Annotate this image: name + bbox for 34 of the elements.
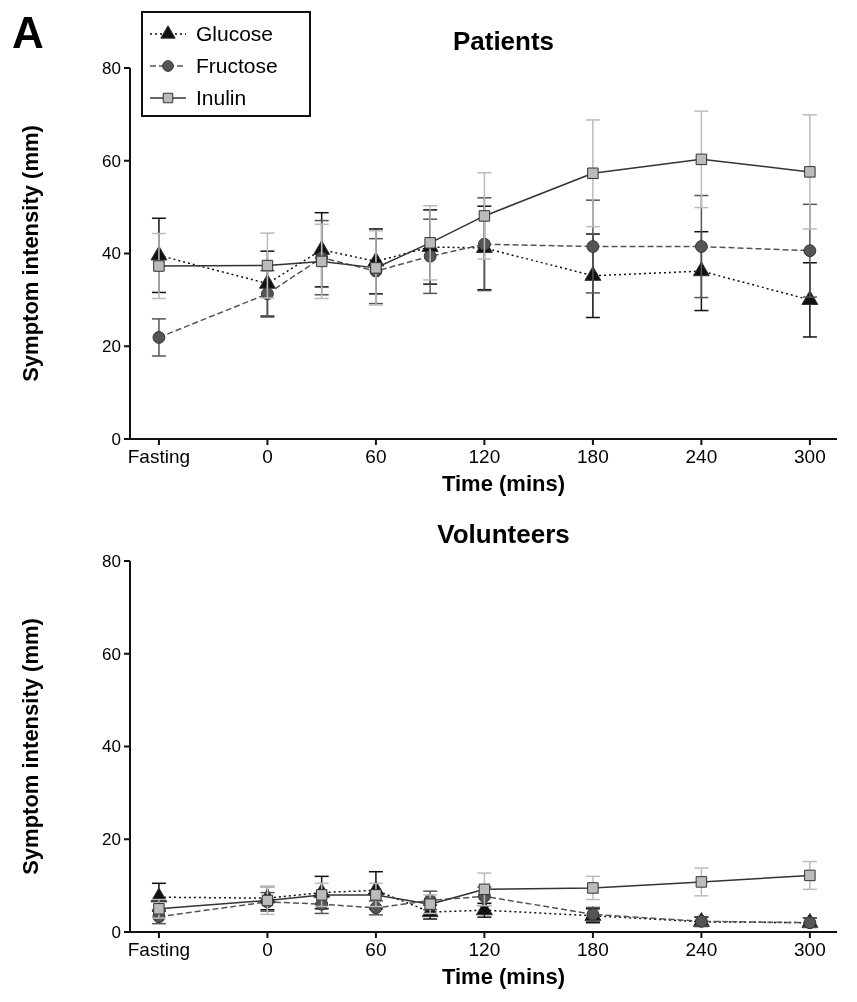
x-tick-label: 120 <box>468 939 501 960</box>
y-tick-label: 60 <box>102 644 121 664</box>
y-axis-title: Symptom intensity (mm) <box>18 618 43 875</box>
text: A <box>12 8 44 57</box>
x-axis-title: Time (mins) <box>441 471 566 496</box>
y-tick-label: 20 <box>102 337 121 357</box>
y-tick-label: 60 <box>102 151 121 171</box>
x-axis-title: Time (mins) <box>441 964 566 989</box>
x-tick-label: Fasting <box>127 939 191 960</box>
x-tick-label: 60 <box>365 446 387 467</box>
y-tick-label: 20 <box>102 830 121 850</box>
legend-label: Glucose <box>196 22 274 46</box>
x-tick-label: 300 <box>794 446 826 467</box>
y-tick-label: 40 <box>102 737 121 757</box>
x-tick-label: 300 <box>794 939 826 960</box>
y-tick-label: 0 <box>111 429 121 449</box>
chart-title: Patients <box>452 26 555 56</box>
x-tick-label: Fasting <box>127 446 191 467</box>
y-tick-label: 80 <box>102 58 121 78</box>
x-tick-label: 60 <box>365 939 387 960</box>
chart-title: Volunteers <box>437 519 570 549</box>
y-tick-label: 0 <box>111 922 121 942</box>
x-tick-label: 180 <box>577 939 609 960</box>
legend-label: Fructose <box>196 54 278 78</box>
x-tick-label: 120 <box>468 446 501 467</box>
legend-label: Inulin <box>196 86 247 110</box>
y-axis-title: Symptom intensity (mm) <box>18 125 43 382</box>
x-tick-label: 240 <box>685 446 718 467</box>
x-tick-label: 0 <box>262 446 273 467</box>
y-tick-label: 40 <box>102 244 121 264</box>
x-tick-label: 180 <box>577 446 609 467</box>
x-tick-label: 0 <box>262 939 273 960</box>
x-tick-label: 240 <box>685 939 718 960</box>
y-tick-label: 80 <box>102 551 121 571</box>
